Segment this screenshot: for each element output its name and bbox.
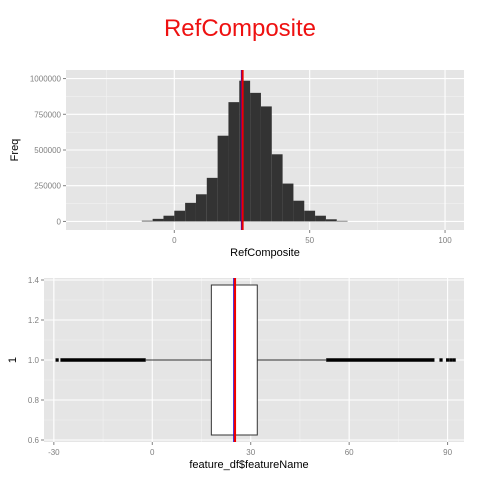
histogram-bar bbox=[141, 220, 153, 222]
histogram-bar bbox=[304, 210, 316, 222]
boxplot-outliers bbox=[55, 358, 456, 362]
histogram-bars bbox=[141, 80, 348, 222]
boxplot-x-tick-label: 0 bbox=[150, 448, 155, 457]
histogram-bar bbox=[228, 102, 240, 222]
boxplot-x-axis-label: feature_df$featureName bbox=[189, 459, 308, 471]
histogram-bar bbox=[239, 80, 251, 222]
histogram-bar bbox=[152, 218, 164, 222]
boxplot-x-tick-label: 90 bbox=[443, 448, 452, 457]
histogram-bar bbox=[217, 135, 229, 222]
histogram-y-tick-label: 750000 bbox=[34, 110, 61, 119]
histogram-bar bbox=[315, 215, 326, 222]
histogram-bar bbox=[174, 210, 186, 222]
histogram-y-axis-label: Freq bbox=[9, 139, 21, 162]
boxplot-outlier-point bbox=[449, 358, 453, 362]
histogram-x-tick-label: 0 bbox=[172, 236, 177, 245]
boxplot-y-tick-label: 1.2 bbox=[28, 316, 40, 325]
histogram-bar bbox=[206, 177, 218, 222]
boxplot-y-tick-label: 0.8 bbox=[28, 396, 40, 405]
boxplot-reference-lines bbox=[233, 278, 237, 442]
histogram-bar bbox=[260, 106, 272, 222]
histogram-bar bbox=[195, 194, 207, 222]
chart-title: RefComposite bbox=[164, 15, 316, 42]
boxplot-y-ticks: 0.6 0.8 1.0 1.2 1.4 bbox=[28, 276, 44, 445]
histogram-x-ticks: 0 50 100 bbox=[172, 230, 452, 245]
histogram-x-tick-label: 50 bbox=[305, 236, 314, 245]
histogram-x-tick-label: 100 bbox=[438, 236, 452, 245]
boxplot-y-tick-label: 1.0 bbox=[28, 356, 40, 365]
histogram-reference-lines bbox=[240, 70, 244, 230]
boxplot-outlier-point bbox=[452, 358, 456, 362]
boxplot-outlier-point bbox=[55, 358, 59, 362]
boxplot-outlier-point bbox=[445, 358, 450, 362]
histogram-bar bbox=[336, 220, 348, 222]
boxplot-outlier-point bbox=[439, 358, 443, 362]
histogram-bar bbox=[185, 202, 196, 222]
boxplot-y-tick-label: 0.6 bbox=[28, 436, 40, 445]
boxplot-y-tick-label: 1.4 bbox=[28, 276, 40, 285]
histogram-chart: 0 50 100 0 250000 500000 750000 1000000 RefCom… bbox=[9, 70, 464, 259]
histogram-bar bbox=[163, 215, 175, 222]
histogram-y-tick-label: 250000 bbox=[34, 182, 61, 191]
boxplot-x-tick-label: -30 bbox=[48, 448, 60, 457]
histogram-y-ticks: 0 250000 500000 750000 1000000 bbox=[30, 75, 66, 226]
histogram-bar bbox=[250, 92, 261, 222]
histogram-y-tick-label: 500000 bbox=[34, 146, 61, 155]
histogram-y-tick-label: 0 bbox=[57, 217, 62, 226]
histogram-y-tick-label: 1000000 bbox=[30, 75, 62, 84]
boxplot-x-ticks: -30 0 30 60 90 bbox=[48, 442, 453, 457]
boxplot-x-tick-label: 30 bbox=[246, 448, 255, 457]
histogram-bar bbox=[293, 200, 305, 222]
histogram-x-axis-label: RefComposite bbox=[230, 247, 300, 259]
histogram-bar bbox=[282, 183, 294, 222]
histogram-bar bbox=[325, 219, 337, 222]
boxplot-chart: -30 0 30 60 90 0.6 0.8 1.0 1.2 1.4 feature_df$fe… bbox=[7, 276, 464, 471]
histogram-bar bbox=[271, 154, 283, 222]
boxplot-x-tick-label: 60 bbox=[345, 448, 354, 457]
boxplot-y-axis-label: 1 bbox=[7, 357, 19, 363]
